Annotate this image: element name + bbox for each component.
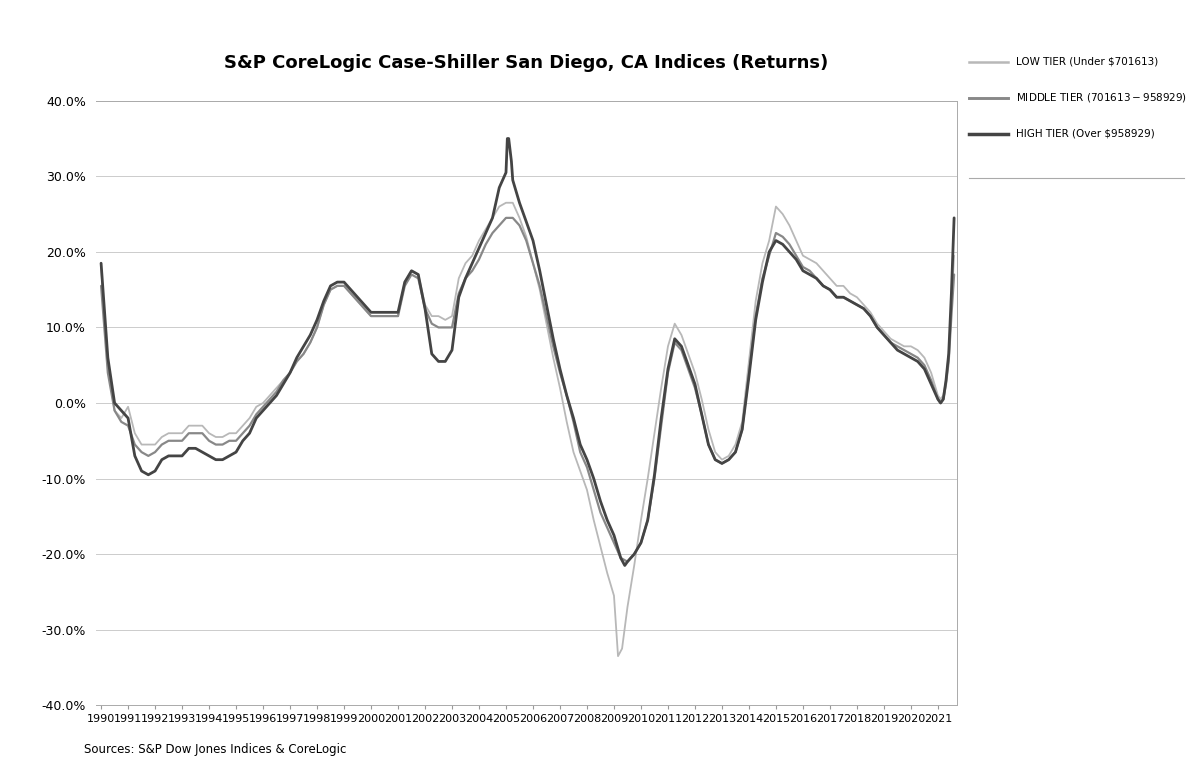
LOW TIER (Under $701613)	[364, 312, 378, 321]
Text: Sources: S&P Dow Jones Indices & CoreLogic: Sources: S&P Dow Jones Indices & CoreLog…	[84, 742, 346, 756]
LOW TIER (Under $701613)	[816, 266, 830, 275]
MIDDLE TIER ($701613 - $958929)	[499, 213, 513, 222]
Line: HIGH TIER (Over $958929): HIGH TIER (Over $958929)	[102, 139, 954, 566]
LOW TIER (Under $701613)	[810, 259, 824, 268]
LOW TIER (Under $701613)	[94, 262, 109, 272]
MIDDLE TIER ($701613 - $958929)	[175, 436, 189, 446]
HIGH TIER (Over $958929)	[500, 134, 514, 143]
HIGH TIER (Over $958929)	[593, 497, 608, 506]
Line: MIDDLE TIER ($701613 - $958929): MIDDLE TIER ($701613 - $958929)	[102, 218, 954, 562]
HIGH TIER (Over $958929)	[560, 391, 574, 400]
Line: LOW TIER (Under $701613): LOW TIER (Under $701613)	[102, 203, 954, 656]
MIDDLE TIER ($701613 - $958929)	[621, 557, 635, 567]
LOW TIER (Under $701613)	[169, 429, 183, 438]
MIDDLE TIER ($701613 - $958929)	[94, 281, 109, 291]
HIGH TIER (Over $958929)	[947, 213, 962, 222]
MIDDLE TIER ($701613 - $958929)	[775, 232, 789, 242]
MIDDLE TIER ($701613 - $958929)	[438, 322, 452, 332]
HIGH TIER (Over $958929)	[728, 447, 743, 456]
HIGH TIER (Over $958929)	[617, 561, 631, 570]
HIGH TIER (Over $958929)	[925, 380, 939, 389]
Text: LOW TIER (Under $701613): LOW TIER (Under $701613)	[1017, 57, 1159, 67]
HIGH TIER (Over $958929)	[303, 330, 317, 339]
LOW TIER (Under $701613)	[499, 198, 513, 208]
MIDDLE TIER ($701613 - $958929)	[547, 342, 561, 351]
LOW TIER (Under $701613)	[947, 251, 962, 260]
MIDDLE TIER ($701613 - $958929)	[417, 304, 432, 313]
LOW TIER (Under $701613)	[202, 429, 216, 438]
HIGH TIER (Over $958929)	[864, 312, 878, 321]
MIDDLE TIER ($701613 - $958929)	[371, 312, 385, 321]
LOW TIER (Under $701613)	[391, 312, 405, 321]
LOW TIER (Under $701613)	[611, 652, 626, 661]
Text: HIGH TIER (Over $958929): HIGH TIER (Over $958929)	[1017, 129, 1155, 139]
MIDDLE TIER ($701613 - $958929)	[947, 270, 962, 279]
Text: MIDDLE TIER ($701613 - $958929): MIDDLE TIER ($701613 - $958929)	[1017, 91, 1188, 105]
Text: S&P CoreLogic Case-Shiller San Diego, CA Indices (Returns): S&P CoreLogic Case-Shiller San Diego, CA…	[224, 54, 829, 72]
HIGH TIER (Over $958929)	[94, 259, 109, 268]
